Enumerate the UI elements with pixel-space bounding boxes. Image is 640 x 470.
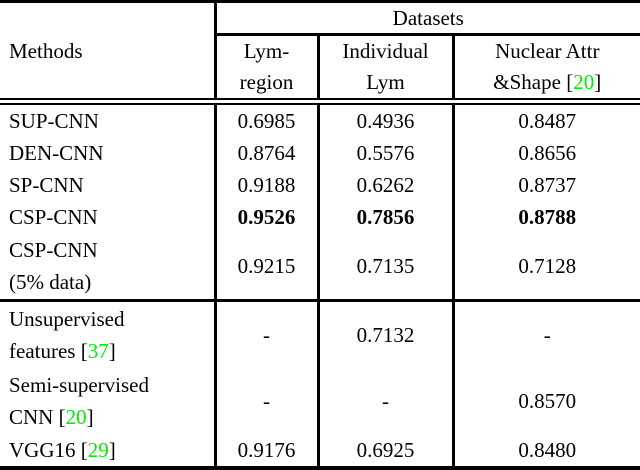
value-cell: 0.4936 [316, 101, 453, 137]
table-row: Semi-supervised CNN [20] - -0.8570 [0, 368, 640, 434]
method-cell: VGG16 [29] [9, 438, 116, 462]
table-row: Unsupervised features [37] -0.7132- [0, 299, 640, 368]
value-cell: 0.7132 [316, 299, 453, 368]
method-cell: CSP-CNN [9, 205, 98, 229]
value-cell: - [213, 299, 318, 368]
table-header: Methods Datasets Lym-region Individual Lym… [0, 1, 640, 105]
table-row: SP-CNN 0.9188 0.6262 0.8737 [0, 169, 640, 201]
table-row: SUP-CNN 0.6985 0.4936 0.8487 [0, 101, 640, 137]
value-cell: 0.8480 [451, 434, 640, 468]
value-cell: - [213, 368, 318, 434]
value-cell: 0.8788 [451, 201, 640, 233]
value-cell: 0.9215 [213, 233, 318, 301]
value-cell: - [451, 299, 640, 368]
value-cell: 0.6262 [316, 169, 453, 201]
value-cell: 0.7128 [451, 233, 640, 301]
value-cell: 0.9188 [213, 169, 318, 201]
dataset-column-header: Lym-region [213, 34, 318, 105]
table-row: CSP-CNN (5% data) 0.9215 0.7135 0.7128 [0, 233, 640, 301]
table-row: CSP-CNN 0.9526 0.7856 0.8788 [0, 201, 640, 233]
method-cell: SUP-CNN [9, 109, 99, 133]
method-cell: Unsupervised features [37] [0, 299, 215, 368]
value-cell: 0.5576 [316, 137, 453, 169]
value-cell: 0.8764 [213, 137, 318, 169]
citation-ref[interactable]: 37 [87, 339, 109, 363]
value-cell: - [316, 368, 453, 434]
datasets-group-header: Datasets [213, 1, 640, 36]
value-cell: 0.6925 [316, 434, 453, 468]
datasets-header-row: Methods Datasets [0, 1, 640, 105]
table-row: DEN-CNN 0.8764 0.5576 0.8656 [0, 137, 640, 169]
dataset-columns-row: Lym-region Individual Lym Nuclear Attr &Shap… [0, 34, 640, 105]
citation-ref[interactable]: 20 [573, 70, 595, 94]
method-cell: CSP-CNN (5% data) [9, 238, 98, 294]
value-cell: 0.9176 [213, 434, 318, 468]
table-row: VGG16 [29] 0.9176 0.6925 0.8480 [0, 434, 640, 468]
value-cell: 0.8737 [451, 169, 640, 201]
method-cell: SP-CNN [9, 173, 84, 197]
results-body: SUP-CNN 0.6985 0.4936 0.8487 DEN-CNN 0.8764 0.… [0, 101, 640, 468]
value-cell: 0.6985 [213, 101, 318, 137]
value-cell: 0.9526 [213, 201, 318, 233]
dataset-column-header: Nuclear Attr &Shape [20] [451, 34, 640, 105]
method-cell: DEN-CNN [9, 141, 104, 165]
value-cell: 0.8487 [451, 101, 640, 137]
citation-ref[interactable]: 29 [87, 438, 109, 462]
methods-column-header: Methods [0, 1, 215, 105]
citation-ref[interactable]: 20 [65, 405, 87, 429]
method-cell: Semi-supervised CNN [20] [9, 373, 149, 429]
value-cell: 0.8570 [451, 368, 640, 434]
dataset-column-header: Individual Lym [316, 34, 453, 105]
value-cell: 0.8656 [451, 137, 640, 169]
value-cell: 0.7856 [316, 201, 453, 233]
value-cell: 0.7135 [316, 233, 453, 301]
